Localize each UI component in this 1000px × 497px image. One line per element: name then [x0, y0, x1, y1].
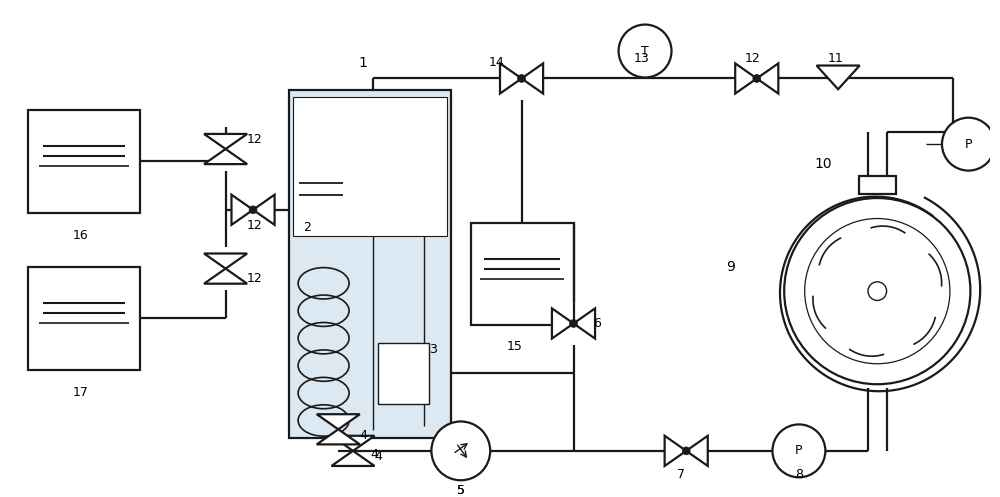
Polygon shape [317, 414, 360, 429]
Text: P: P [795, 444, 803, 457]
Polygon shape [204, 253, 247, 268]
Polygon shape [817, 66, 860, 89]
Circle shape [682, 447, 690, 455]
Polygon shape [331, 436, 375, 451]
Bar [859, 176, 896, 194]
Polygon shape [665, 436, 686, 466]
Text: T: T [641, 45, 649, 58]
Circle shape [805, 219, 950, 364]
Polygon shape [204, 268, 247, 284]
Circle shape [570, 320, 577, 328]
Text: 4: 4 [371, 448, 378, 461]
Bar [378, 343, 429, 404]
Bar [28, 266, 140, 370]
Polygon shape [231, 195, 253, 225]
Circle shape [619, 24, 672, 78]
Text: 12: 12 [745, 52, 761, 66]
Circle shape [249, 206, 257, 214]
Text: 15: 15 [507, 340, 523, 353]
Polygon shape [574, 308, 595, 338]
Polygon shape [686, 436, 708, 466]
Text: 2: 2 [303, 221, 311, 234]
Text: 12: 12 [247, 219, 263, 232]
Text: 4: 4 [360, 429, 368, 442]
Text: 14: 14 [488, 56, 504, 69]
Text: 13: 13 [633, 52, 649, 66]
Text: 4: 4 [375, 450, 382, 463]
Text: 12: 12 [247, 272, 263, 285]
Text: 5: 5 [457, 484, 465, 497]
Text: P: P [965, 138, 972, 151]
Polygon shape [735, 64, 757, 93]
Polygon shape [500, 64, 522, 93]
Circle shape [942, 118, 995, 170]
Polygon shape [552, 308, 574, 338]
Text: 8: 8 [795, 468, 803, 481]
Text: 11: 11 [827, 52, 843, 66]
Text: 10: 10 [815, 157, 832, 171]
Text: 16: 16 [73, 229, 88, 242]
Text: 5: 5 [457, 484, 465, 497]
Circle shape [518, 75, 525, 83]
Circle shape [784, 198, 970, 384]
Text: 1: 1 [358, 56, 367, 70]
Polygon shape [253, 195, 275, 225]
Bar [289, 90, 451, 438]
Circle shape [431, 421, 490, 480]
Polygon shape [331, 451, 375, 466]
Polygon shape [204, 134, 247, 149]
Text: 6: 6 [593, 317, 601, 330]
Bar [471, 223, 574, 326]
Polygon shape [317, 429, 360, 444]
Bar [293, 97, 447, 237]
Text: 17: 17 [73, 386, 88, 399]
Text: 3: 3 [429, 343, 437, 356]
Bar [28, 110, 140, 213]
Text: 7: 7 [677, 468, 685, 481]
Polygon shape [757, 64, 778, 93]
Circle shape [753, 75, 761, 83]
Polygon shape [522, 64, 543, 93]
Circle shape [772, 424, 825, 477]
Text: 12: 12 [247, 133, 263, 146]
Circle shape [868, 282, 887, 301]
Text: 9: 9 [726, 259, 735, 274]
Polygon shape [204, 149, 247, 164]
